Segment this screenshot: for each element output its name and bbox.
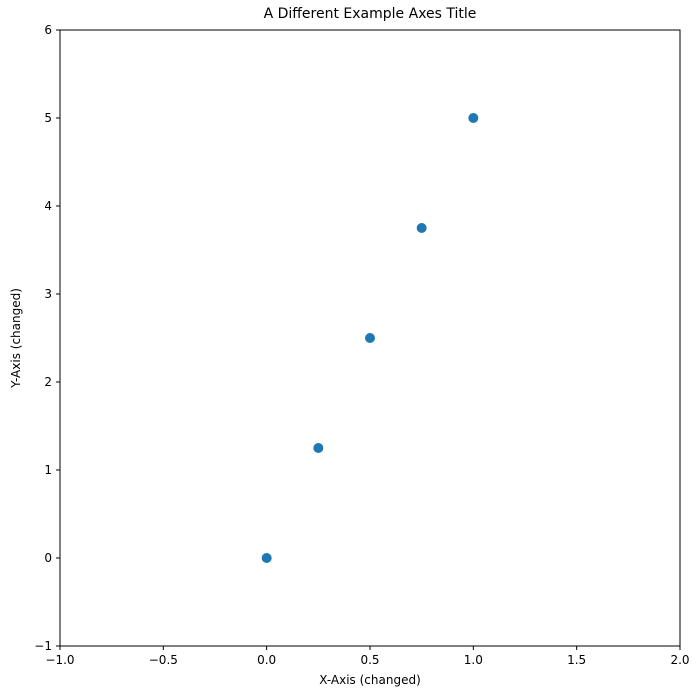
y-tick-label: 5 [44, 111, 52, 125]
data-point [468, 113, 479, 123]
x-tick-label: 2.0 [670, 653, 689, 667]
y-tick-label: 0 [44, 551, 52, 565]
y-axis-label: Y-Axis (changed) [9, 288, 23, 388]
y-tick-label: −1 [34, 639, 52, 653]
x-tick-label: 0.0 [257, 653, 276, 667]
y-tick-label: 4 [44, 199, 52, 213]
y-tick-label: 1 [44, 463, 52, 477]
x-tick-label: −1.0 [45, 653, 74, 667]
x-tick-label: −0.5 [149, 653, 178, 667]
y-tick-label: 2 [44, 375, 52, 389]
y-tick-label: 6 [44, 23, 52, 37]
x-axis-label: X-Axis (changed) [319, 673, 421, 687]
chart-title: A Different Example Axes Title [263, 6, 477, 22]
data-point [365, 333, 375, 343]
data-point [313, 443, 324, 453]
x-tick-label: 1.5 [567, 653, 586, 667]
data-point [261, 553, 272, 563]
x-tick-label: 1.0 [464, 653, 483, 667]
y-tick-label: 3 [44, 287, 52, 301]
x-tick-label: 0.5 [360, 653, 379, 667]
data-point [416, 223, 427, 233]
